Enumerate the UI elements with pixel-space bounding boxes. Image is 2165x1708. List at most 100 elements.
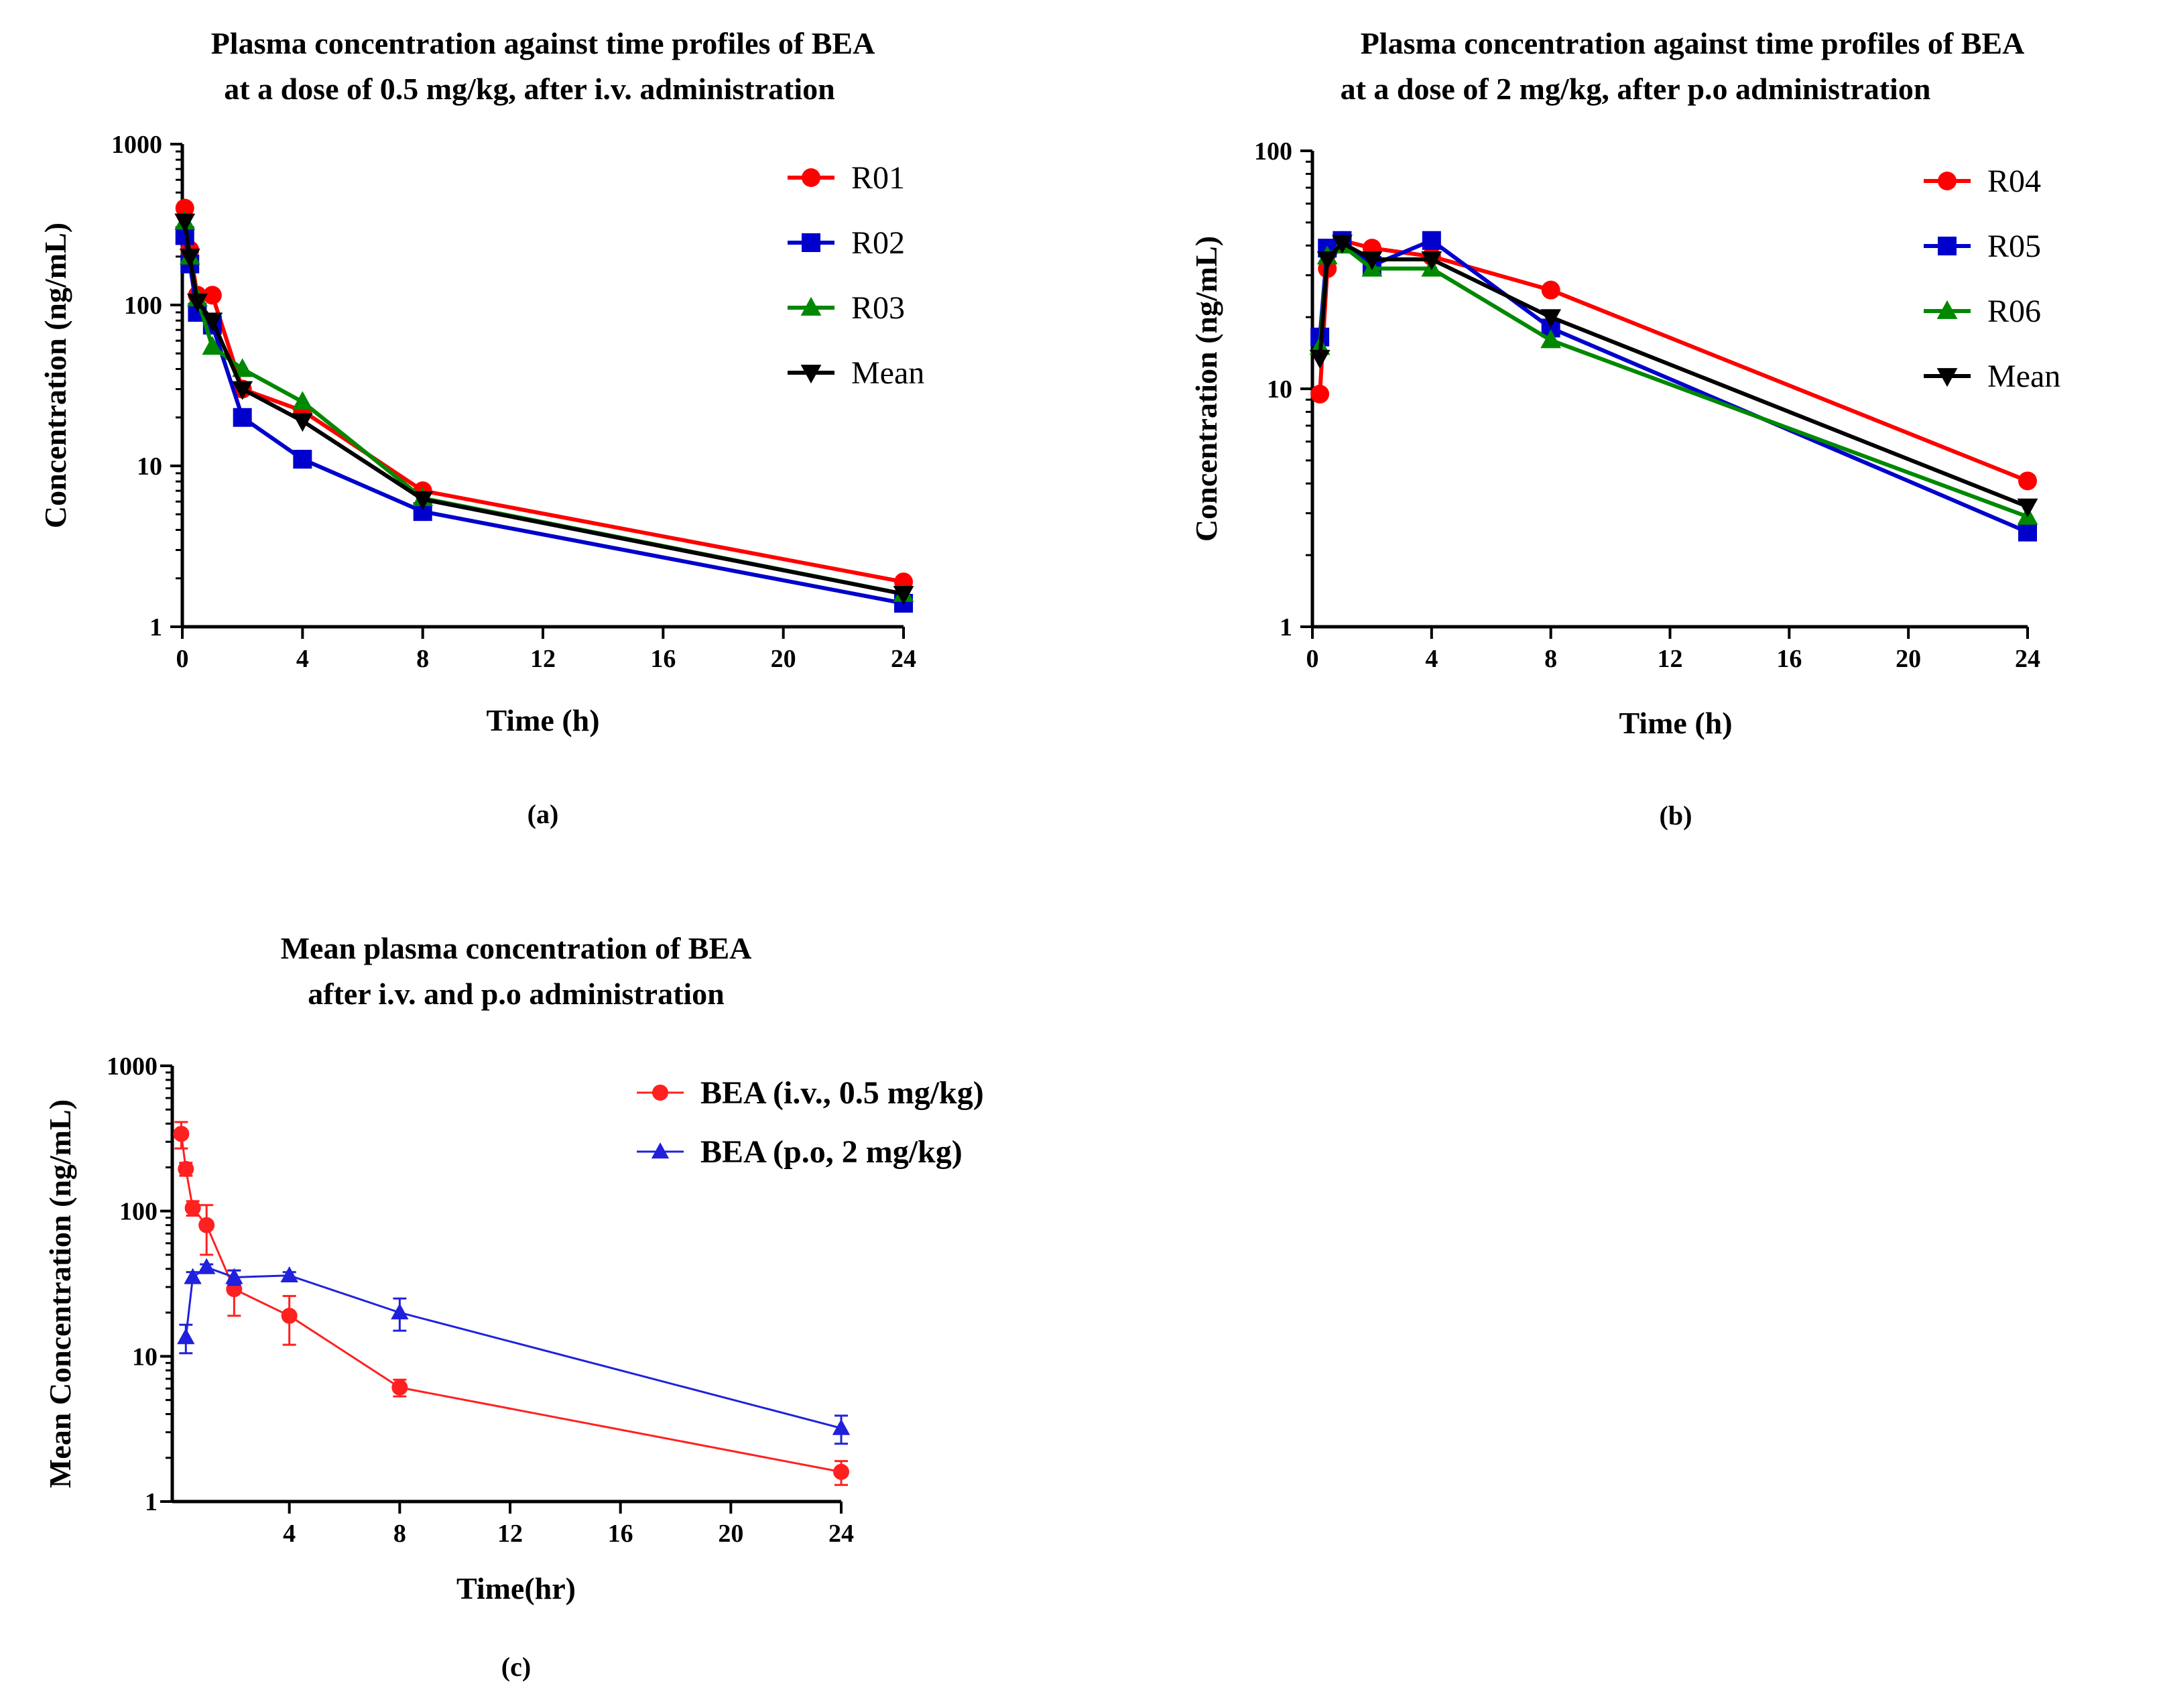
chart-b-data-point [2018, 522, 2037, 542]
chart-a-data-point [179, 248, 200, 267]
chart-c-x-tick-label: 20 [718, 1520, 743, 1548]
chart-a-x-tick-label: 4 [296, 645, 309, 673]
chart-a-legend-label: R01 [851, 160, 905, 196]
chart-a-data-point [175, 198, 194, 218]
chart-b-data-point [1310, 384, 1330, 404]
chart-c-x-axis-label: Time(hr) [456, 1571, 576, 1605]
chart-c-data-point [173, 1125, 190, 1142]
chart-a-y-axis-label: Concentration (ng/mL) [38, 223, 72, 528]
chart-b-y-axis-label: Concentration (ng/mL) [1189, 236, 1223, 542]
chart-a-y-tick-label: 1000 [111, 131, 162, 159]
chart-a-legend-marker [800, 296, 822, 316]
chart-c-data-point [198, 1217, 215, 1233]
chart-b-x-tick-label: 20 [1896, 645, 1921, 673]
chart-a-y-tick-label: 10 [137, 452, 162, 481]
chart-b-data-point [1421, 251, 1442, 270]
chart-b-legend-marker [1936, 300, 1958, 319]
chart-a-legend-label: R03 [851, 290, 905, 326]
chart-b-x-tick-label: 24 [2015, 645, 2040, 673]
chart-a-data-point [893, 586, 914, 605]
chart-c-data-point [197, 1258, 216, 1274]
chart-c-x-tick-label: 4 [283, 1520, 296, 1548]
chart-c-y-tick-label: 1 [145, 1488, 158, 1516]
chart-panel-b: Plasma concentration against time profil… [1189, 26, 2060, 831]
chart-b-y-tick-label: 10 [1267, 375, 1292, 404]
chart-a-data-point [202, 312, 223, 332]
chart-b-data-point [1332, 235, 1353, 254]
chart-a-legend-marker [802, 168, 820, 187]
chart-b-legend-label: R06 [1987, 294, 2041, 329]
chart-c-panel-label: (c) [501, 1652, 531, 1682]
chart-b-x-tick-label: 0 [1306, 645, 1319, 673]
chart-c-y-axis-label: Mean Concentration (ng/mL) [43, 1099, 77, 1488]
chart-c-data-point [391, 1379, 408, 1396]
chart-a-data-point [174, 213, 196, 233]
chart-b-x-tick-label: 16 [1776, 645, 1802, 673]
chart-a-x-tick-label: 20 [771, 645, 796, 673]
chart-a-data-point [412, 491, 434, 510]
chart-c-legend-label: BEA (p.o, 2 mg/kg) [700, 1134, 963, 1170]
chart-c-y-tick-label: 100 [119, 1198, 158, 1226]
chart-c-data-point [280, 1266, 298, 1283]
chart-a-legend-label: Mean [851, 355, 924, 391]
chart-b-y-tick-label: 1 [1280, 613, 1292, 642]
chart-c-legend-marker [651, 1142, 670, 1159]
chart-b-legend-marker [1938, 237, 1957, 255]
chart-a-x-tick-label: 24 [891, 645, 916, 673]
chart-c-x-tick-label: 12 [497, 1520, 523, 1548]
chart-c-data-point [391, 1303, 409, 1320]
chart-panel-a: Plasma concentration against time profil… [38, 26, 924, 829]
chart-b-legend-label: R04 [1987, 164, 2041, 199]
chart-b-data-point [1540, 309, 1562, 328]
chart-a-legend-marker [802, 233, 820, 252]
chart-c-legend-label: BEA (i.v., 0.5 mg/kg) [700, 1075, 984, 1111]
chart-c-x-tick-label: 8 [393, 1520, 406, 1548]
chart-b-data-point [2018, 471, 2037, 491]
chart-a-x-axis-label: Time (h) [486, 703, 599, 737]
chart-a-data-point [187, 294, 208, 313]
chart-b-legend-marker [1938, 172, 1957, 190]
chart-a-data-point [202, 336, 223, 355]
chart-b-title-line-2: at a dose of 2 mg/kg, after p.o administ… [1341, 72, 1931, 106]
chart-a-title-line-2: at a dose of 0.5 mg/kg, after i.v. admin… [224, 72, 834, 106]
chart-b-y-tick-label: 100 [1254, 137, 1292, 166]
chart-c-data-point [184, 1200, 201, 1217]
chart-b-x-tick-label: 4 [1425, 645, 1438, 673]
chart-a-title-line-1: Plasma concentration against time profil… [211, 26, 875, 60]
chart-c-y-tick-label: 10 [132, 1343, 158, 1371]
chart-b-data-point [1422, 231, 1441, 250]
chart-a-legend-marker [800, 365, 822, 384]
chart-a-y-tick-label: 100 [124, 292, 162, 320]
chart-a-data-point [292, 413, 313, 432]
chart-a-x-tick-label: 8 [416, 645, 429, 673]
chart-a-data-point [233, 408, 252, 427]
chart-a-legend-label: R02 [851, 225, 905, 261]
chart-a-x-tick-label: 12 [530, 645, 556, 673]
chart-b-legend-marker [1936, 368, 1958, 387]
chart-c-x-tick-label: 16 [608, 1520, 633, 1548]
chart-a-panel-label: (a) [528, 799, 559, 829]
chart-c-data-point [177, 1328, 195, 1345]
chart-c-x-tick-label: 24 [828, 1520, 854, 1548]
chart-b-panel-label: (b) [1660, 800, 1692, 831]
chart-b-data-point [1316, 251, 1338, 270]
chart-a-x-tick-label: 0 [176, 645, 189, 673]
chart-a-data-point [293, 450, 312, 469]
chart-c-data-point [832, 1418, 851, 1435]
chart-panel-c: Mean plasma concentration of BEA after i… [43, 931, 984, 1682]
chart-c-data-point [184, 1268, 202, 1284]
chart-a-data-point [232, 358, 253, 377]
chart-a-x-tick-label: 16 [650, 645, 676, 673]
chart-c-data-point [833, 1463, 849, 1480]
chart-c-data-point [178, 1160, 194, 1177]
chart-a-data-point [202, 286, 222, 305]
chart-b-data-point [1309, 349, 1331, 369]
chart-a-data-point [232, 381, 253, 400]
chart-c-title-line-2: after i.v. and p.o administration [308, 977, 725, 1011]
chart-c-data-point [225, 1268, 243, 1284]
chart-b-data-point [1540, 329, 1562, 349]
chart-b-data-point [1541, 280, 1560, 300]
chart-b-x-axis-label: Time (h) [1619, 706, 1732, 740]
